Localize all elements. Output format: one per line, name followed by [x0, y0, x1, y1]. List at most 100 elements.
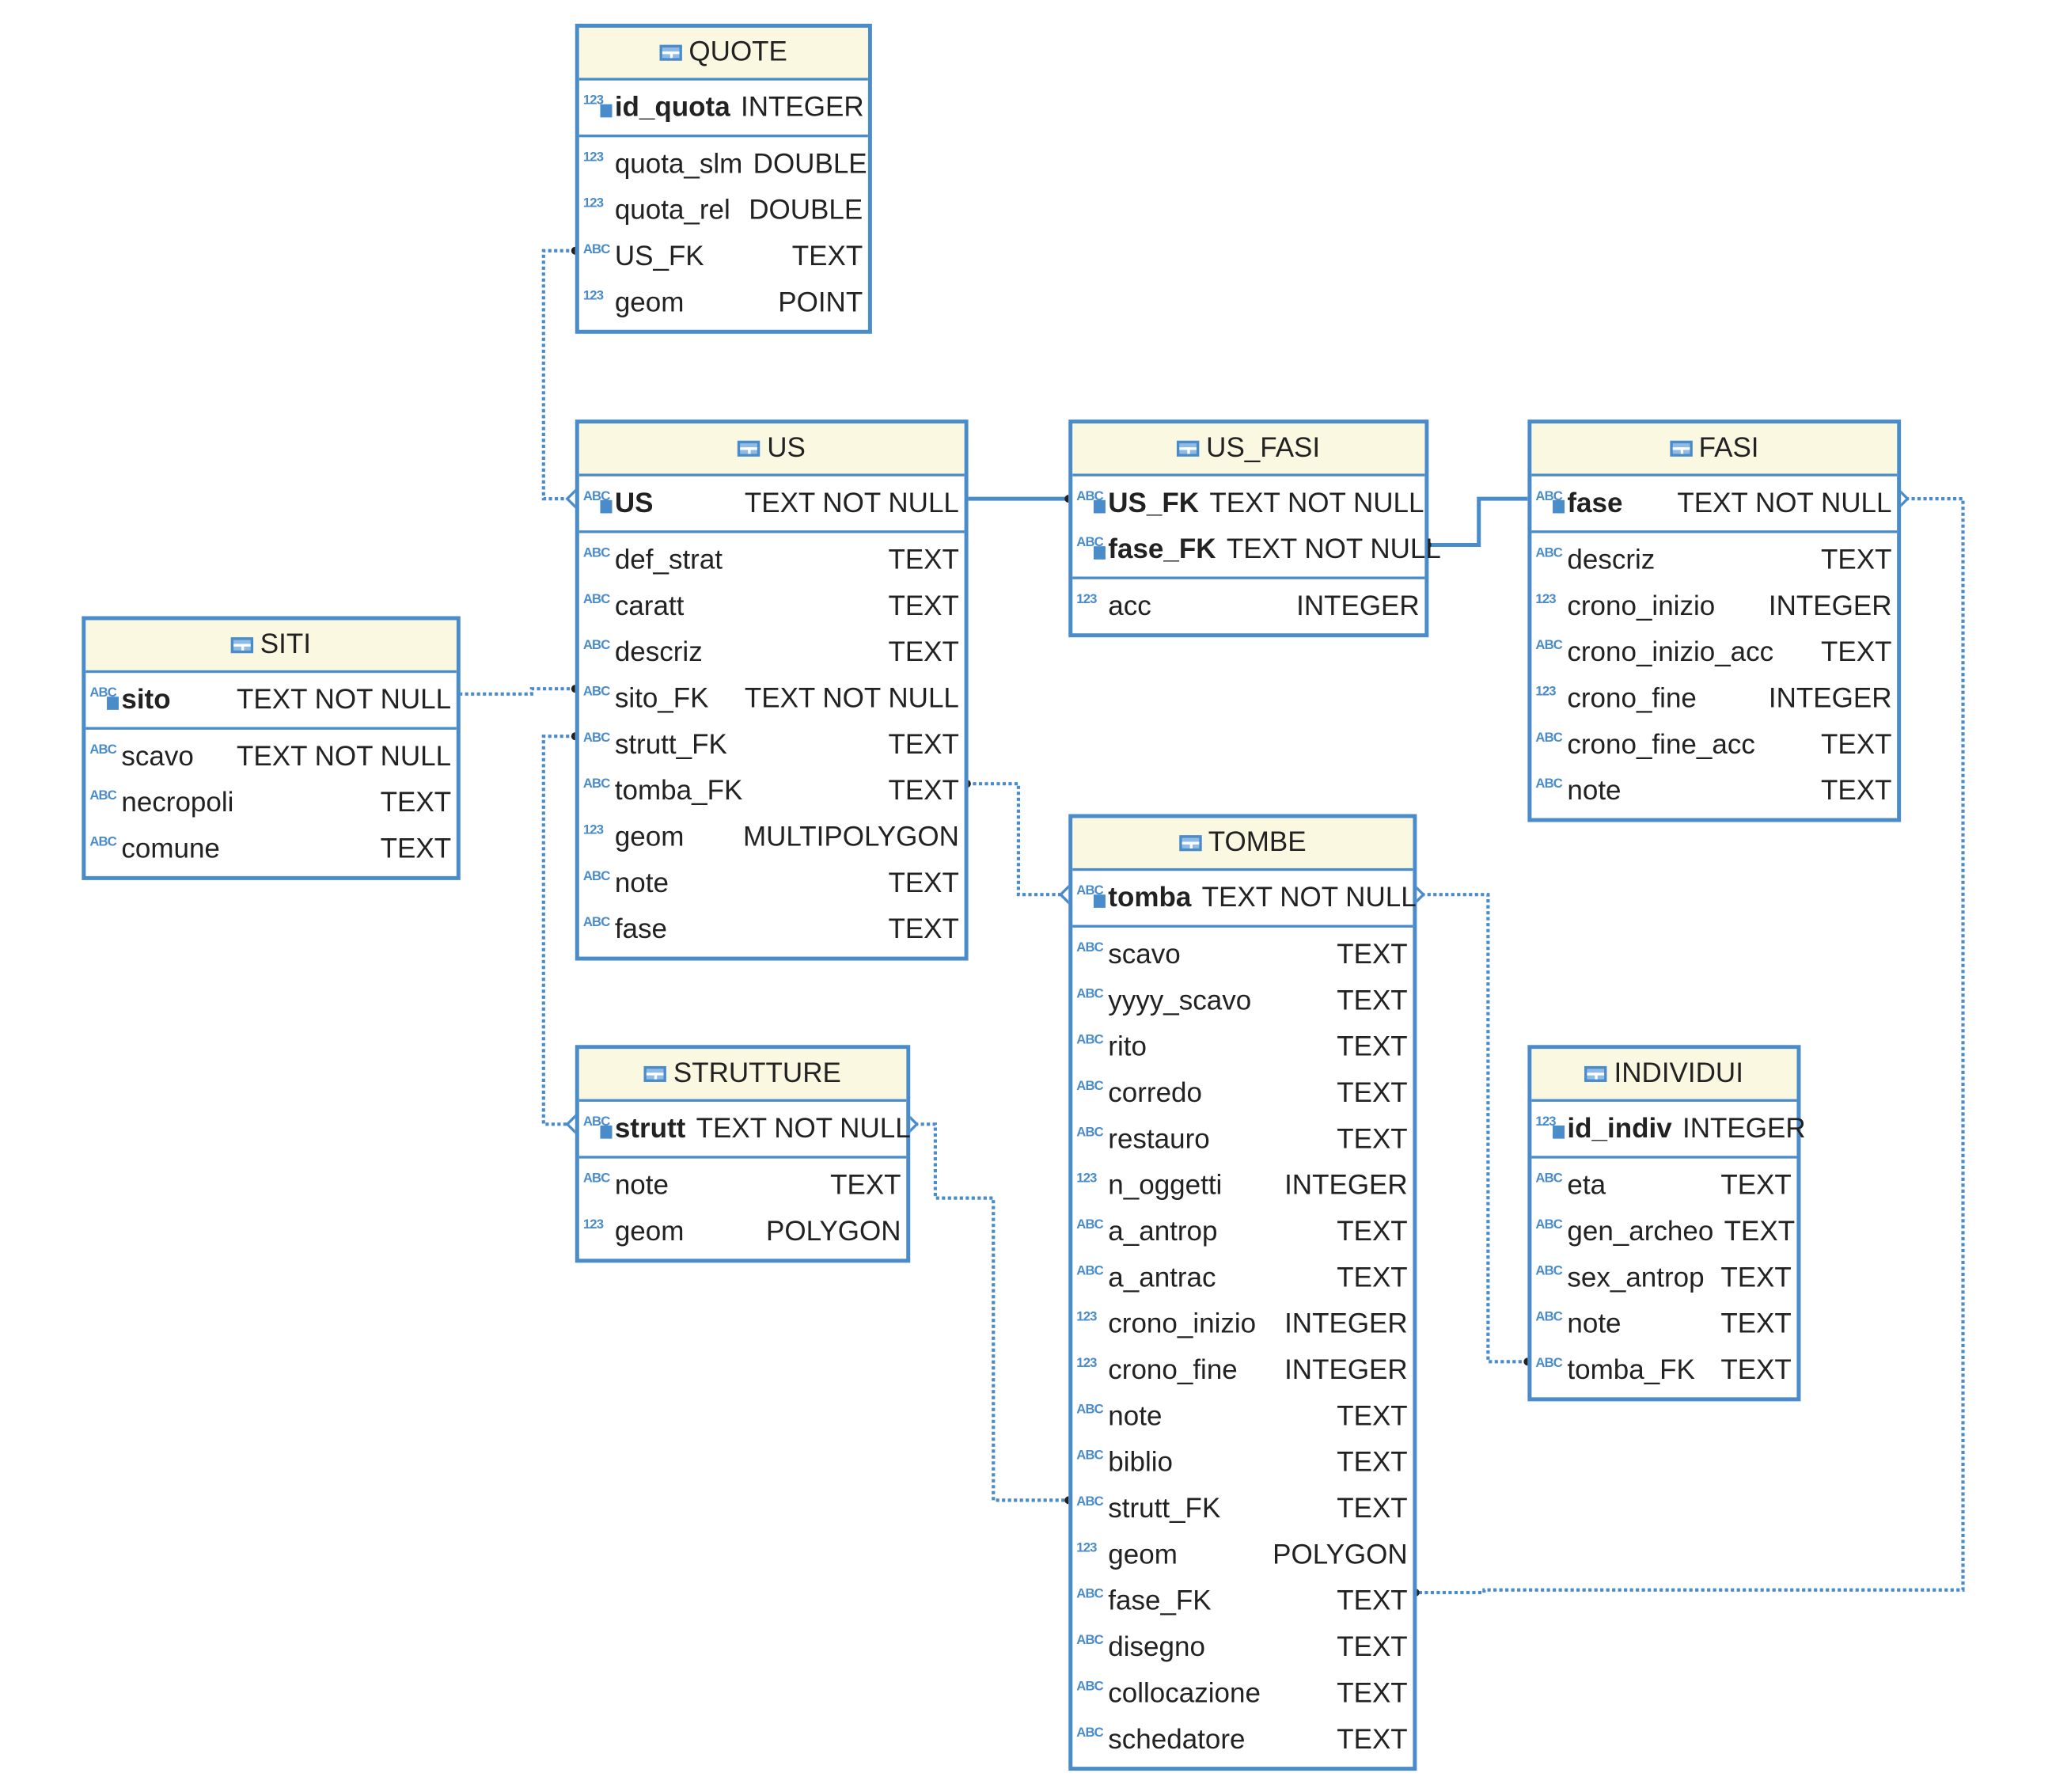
column-row[interactable]: 123 n_oggetti INTEGER	[1072, 1163, 1413, 1209]
column-type: POINT	[778, 287, 863, 317]
column-type: INTEGER	[1682, 1113, 1806, 1144]
table-header[interactable]: FASI	[1531, 423, 1898, 476]
column-row[interactable]: 123 crono_fine INTEGER	[1072, 1347, 1413, 1393]
table-header[interactable]: INDIVIDUI	[1531, 1049, 1797, 1102]
table-strutture[interactable]: STRUTTURE ABC strutt TEXT NOT NULL ABC note TE…	[575, 1045, 911, 1263]
column-row[interactable]: ABC fase TEXT NOT NULL	[1531, 480, 1897, 526]
column-type: TEXT	[1821, 636, 1892, 667]
table-header[interactable]: STRUTTURE	[578, 1049, 907, 1102]
column-row[interactable]: ABC rito TEXT	[1072, 1024, 1413, 1070]
column-row[interactable]: ABC note TEXT	[1531, 1301, 1796, 1347]
column-row[interactable]: ABC tomba_FK TEXT	[1531, 1347, 1796, 1393]
column-name: yyyy_scavo	[1108, 985, 1252, 1016]
column-row[interactable]: ABC descriz TEXT	[579, 629, 965, 675]
column-row[interactable]: ABC sex_antrop TEXT	[1531, 1255, 1796, 1300]
column-row[interactable]: 123 crono_inizio INTEGER	[1072, 1301, 1413, 1347]
column-row[interactable]: ABC note TEXT	[1531, 768, 1897, 814]
column-row[interactable]: ABC comune TEXT	[85, 826, 456, 872]
column-row[interactable]: ABC gen_archeo TEXT	[1531, 1209, 1796, 1255]
column-row[interactable]: ABC US TEXT NOT NULL	[579, 480, 965, 526]
column-row[interactable]: 123 geom POLYGON	[579, 1209, 906, 1255]
table-icon	[1584, 1065, 1608, 1082]
column-row[interactable]: ABC fase TEXT	[579, 906, 965, 952]
table-header[interactable]: US_FASI	[1072, 423, 1425, 476]
column-row[interactable]: ABC a_antrac TEXT	[1072, 1255, 1413, 1300]
text-type-icon: ABC	[582, 869, 610, 884]
column-type: TEXT	[1337, 1446, 1408, 1478]
column-row[interactable]: ABC tomba TEXT NOT NULL	[1072, 875, 1416, 921]
column-type: TEXT	[1724, 1216, 1796, 1247]
column-row[interactable]: ABC US_FK TEXT NOT NULL	[1072, 480, 1424, 526]
text-type-icon: ABC	[582, 915, 610, 931]
text-type-icon: ABC	[1076, 1217, 1103, 1232]
column-row[interactable]: ABC necropoli TEXT	[85, 780, 456, 826]
column-row[interactable]: ABC scavo TEXT	[1072, 932, 1413, 978]
table-siti[interactable]: SITI ABC sito TEXT NOT NULL ABC scavo TEXT NOT…	[82, 616, 461, 880]
column-row[interactable]: ABC descriz TEXT	[1531, 537, 1897, 583]
column-row[interactable]: 123 quota_slm DOUBLE	[579, 141, 868, 187]
column-row[interactable]: ABC caratt TEXT	[579, 583, 965, 629]
column-row[interactable]: 123 geom MULTIPOLYGON	[579, 814, 965, 860]
table-us_fasi[interactable]: US_FASI ABC US_FK TEXT NOT NULL ABC fase_FK TE…	[1068, 420, 1441, 638]
table-individui[interactable]: INDIVIDUI 123 id_indiv INTEGER ABC eta TEXT ABC…	[1527, 1045, 1806, 1402]
text-type-icon: ABC	[1535, 546, 1563, 561]
table-header[interactable]: SITI	[85, 620, 457, 674]
column-row[interactable]: ABC yyyy_scavo TEXT	[1072, 978, 1413, 1023]
column-row[interactable]: 123 acc INTEGER	[1072, 583, 1424, 629]
table-fasi[interactable]: FASI ABC fase TEXT NOT NULL ABC descriz TEXT 12…	[1527, 420, 1902, 822]
column-type: TEXT	[1720, 1308, 1792, 1339]
column-row[interactable]: ABC a_antrop TEXT	[1072, 1209, 1413, 1255]
table-header[interactable]: TOMBE	[1072, 818, 1413, 871]
column-row[interactable]: 123 crono_inizio INTEGER	[1531, 583, 1897, 629]
column-name: necropoli	[121, 787, 234, 818]
column-row[interactable]: ABC def_strat TEXT	[579, 537, 965, 583]
column-row[interactable]: 123 quota_rel DOUBLE	[579, 188, 868, 233]
table-tombe[interactable]: TOMBE ABC tomba TEXT NOT NULL ABC scavo TEXT AB…	[1068, 814, 1417, 1771]
table-title: INDIVIDUI	[1614, 1057, 1743, 1089]
relationship-line[interactable]	[966, 782, 1069, 897]
column-row[interactable]: ABC note TEXT	[579, 1163, 906, 1209]
column-row[interactable]: 123 id_indiv INTEGER	[1531, 1106, 1805, 1152]
column-row[interactable]: 123 crono_fine INTEGER	[1531, 676, 1897, 722]
column-row[interactable]: ABC tomba_FK TEXT	[579, 768, 965, 814]
table-quote[interactable]: QUOTE 123 id_quota INTEGER 123 quota_slm DOUBL…	[575, 24, 872, 334]
column-row[interactable]: ABC collocazione TEXT	[1072, 1670, 1413, 1716]
text-type-icon: ABC	[1076, 1587, 1103, 1602]
column-row[interactable]: ABC scavo TEXT NOT NULL	[85, 734, 456, 780]
column-row[interactable]: ABC strutt_FK TEXT	[579, 722, 965, 768]
relationship-line[interactable]	[1427, 496, 1528, 547]
table-us[interactable]: US ABC US TEXT NOT NULL ABC def_strat TEXT ABC c…	[575, 420, 969, 961]
relationship-line[interactable]	[541, 249, 575, 501]
table-header[interactable]: US	[578, 423, 965, 476]
column-row[interactable]: ABC biblio TEXT	[1072, 1440, 1413, 1486]
column-row[interactable]: ABC fase_FK TEXT	[1072, 1578, 1413, 1624]
relationship-line[interactable]	[1415, 893, 1528, 1364]
column-row[interactable]: ABC crono_inizio_acc TEXT	[1531, 629, 1897, 675]
column-row[interactable]: ABC sito TEXT NOT NULL	[85, 677, 456, 723]
table-header[interactable]: QUOTE	[578, 28, 868, 81]
column-row[interactable]: ABC disegno TEXT	[1072, 1624, 1413, 1670]
column-row[interactable]: ABC note TEXT	[1072, 1393, 1413, 1439]
column-row[interactable]: 123 id_quota INTEGER	[579, 85, 868, 131]
column-row[interactable]: 123 geom POLYGON	[1072, 1532, 1413, 1577]
relationship-line[interactable]	[908, 1122, 1069, 1502]
column-row[interactable]: ABC restauro TEXT	[1072, 1116, 1413, 1162]
column-row[interactable]: ABC eta TEXT	[1531, 1163, 1796, 1209]
relationship-line[interactable]	[1415, 497, 1965, 1595]
column-name: crono_inizio	[1567, 590, 1716, 621]
column-row[interactable]: ABC schedatore TEXT	[1072, 1717, 1413, 1763]
column-type: TEXT	[888, 636, 959, 667]
column-row[interactable]: ABC sito_FK TEXT NOT NULL	[579, 676, 965, 722]
column-row[interactable]: ABC note TEXT	[579, 860, 965, 906]
column-row[interactable]: ABC strutt TEXT NOT NULL	[579, 1106, 911, 1152]
numeric-type-icon: 123	[1076, 1356, 1097, 1372]
relationship-line[interactable]	[459, 687, 575, 696]
column-row[interactable]: ABC fase_FK TEXT NOT NULL	[1072, 526, 1441, 572]
column-row[interactable]: ABC corredo TEXT	[1072, 1070, 1413, 1116]
column-row[interactable]: ABC strutt_FK TEXT	[1072, 1486, 1413, 1532]
column-row[interactable]: ABC US_FK TEXT	[579, 233, 868, 279]
column-row[interactable]: 123 geom POINT	[579, 279, 868, 325]
relationship-line[interactable]	[541, 735, 575, 1126]
column-type: TEXT	[888, 775, 959, 806]
column-row[interactable]: ABC crono_fine_acc TEXT	[1531, 722, 1897, 768]
